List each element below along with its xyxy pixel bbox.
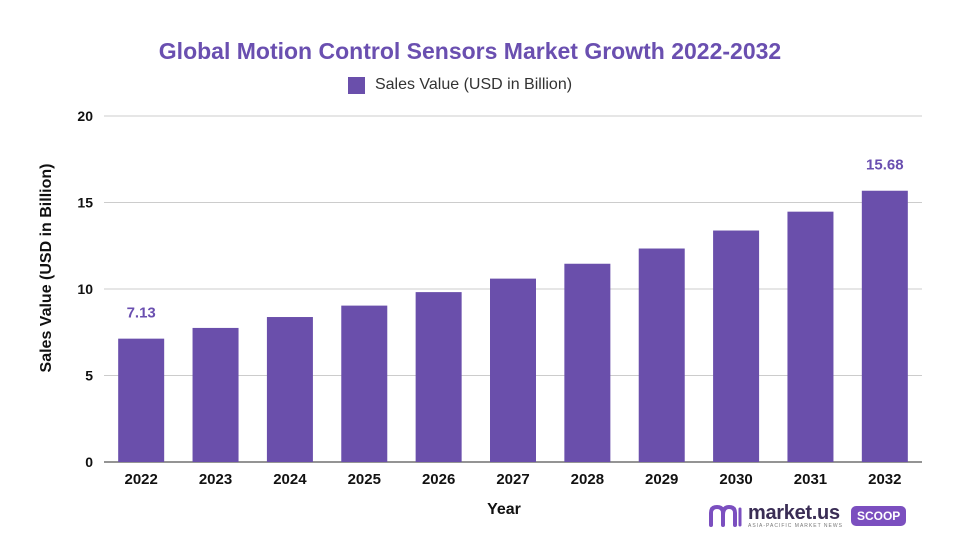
x-tick-label: 2027 bbox=[496, 471, 529, 488]
x-tick-label: 2029 bbox=[645, 471, 678, 488]
bar bbox=[564, 263, 611, 462]
data-label: 15.68 bbox=[866, 157, 904, 174]
legend-label: Sales Value (USD in Billion) bbox=[374, 76, 573, 93]
y-axis-title: Sales Value (USD in Billion) bbox=[38, 164, 55, 373]
bar bbox=[266, 317, 313, 462]
bars bbox=[118, 190, 908, 462]
y-tick-label: 5 bbox=[85, 368, 93, 384]
bar bbox=[787, 211, 834, 462]
bar bbox=[415, 292, 462, 462]
chart-legend: Sales Value (USD in Billion) bbox=[0, 76, 920, 94]
x-tick-label: 2026 bbox=[422, 471, 455, 488]
x-tick-label: 2032 bbox=[868, 471, 901, 488]
y-tick-label: 0 bbox=[85, 454, 93, 470]
y-tick-label: 15 bbox=[77, 195, 93, 211]
legend-swatch bbox=[347, 76, 365, 94]
y-tick-label: 20 bbox=[77, 108, 93, 124]
x-tick-label: 2028 bbox=[571, 471, 604, 488]
y-tick-label: 10 bbox=[77, 281, 93, 297]
x-tick-label: 2024 bbox=[273, 471, 307, 488]
bar bbox=[713, 230, 760, 462]
logo-tagline: ASIA-PACIFIC MARKET NEWS bbox=[748, 523, 843, 529]
bar bbox=[341, 305, 388, 462]
market-us-logo: market.us ASIA-PACIFIC MARKET NEWS SCOOP bbox=[708, 502, 907, 529]
bar bbox=[490, 278, 536, 462]
labels: 0 5 10 15 20 2022 2023 2024 2025 2026 2027 2028 2029… bbox=[77, 108, 903, 488]
logo-name: market.us bbox=[748, 502, 840, 524]
x-tick-label: 2022 bbox=[124, 471, 157, 488]
market-us-logo-icon bbox=[709, 504, 742, 527]
x-tick-label: 2025 bbox=[348, 471, 381, 488]
bar bbox=[192, 327, 239, 462]
x-tick-label: 2030 bbox=[719, 471, 752, 488]
bar bbox=[118, 338, 165, 462]
x-axis-title: Year bbox=[487, 501, 521, 518]
x-tick-label: 2031 bbox=[794, 471, 827, 488]
data-label: 7.13 bbox=[127, 305, 156, 322]
bar bbox=[861, 190, 908, 462]
chart-title: Global Motion Control Sensors Market Gro… bbox=[158, 38, 782, 64]
logo-badge: SCOOP bbox=[850, 506, 907, 526]
x-tick-label: 2023 bbox=[199, 471, 232, 488]
bar bbox=[638, 248, 685, 462]
